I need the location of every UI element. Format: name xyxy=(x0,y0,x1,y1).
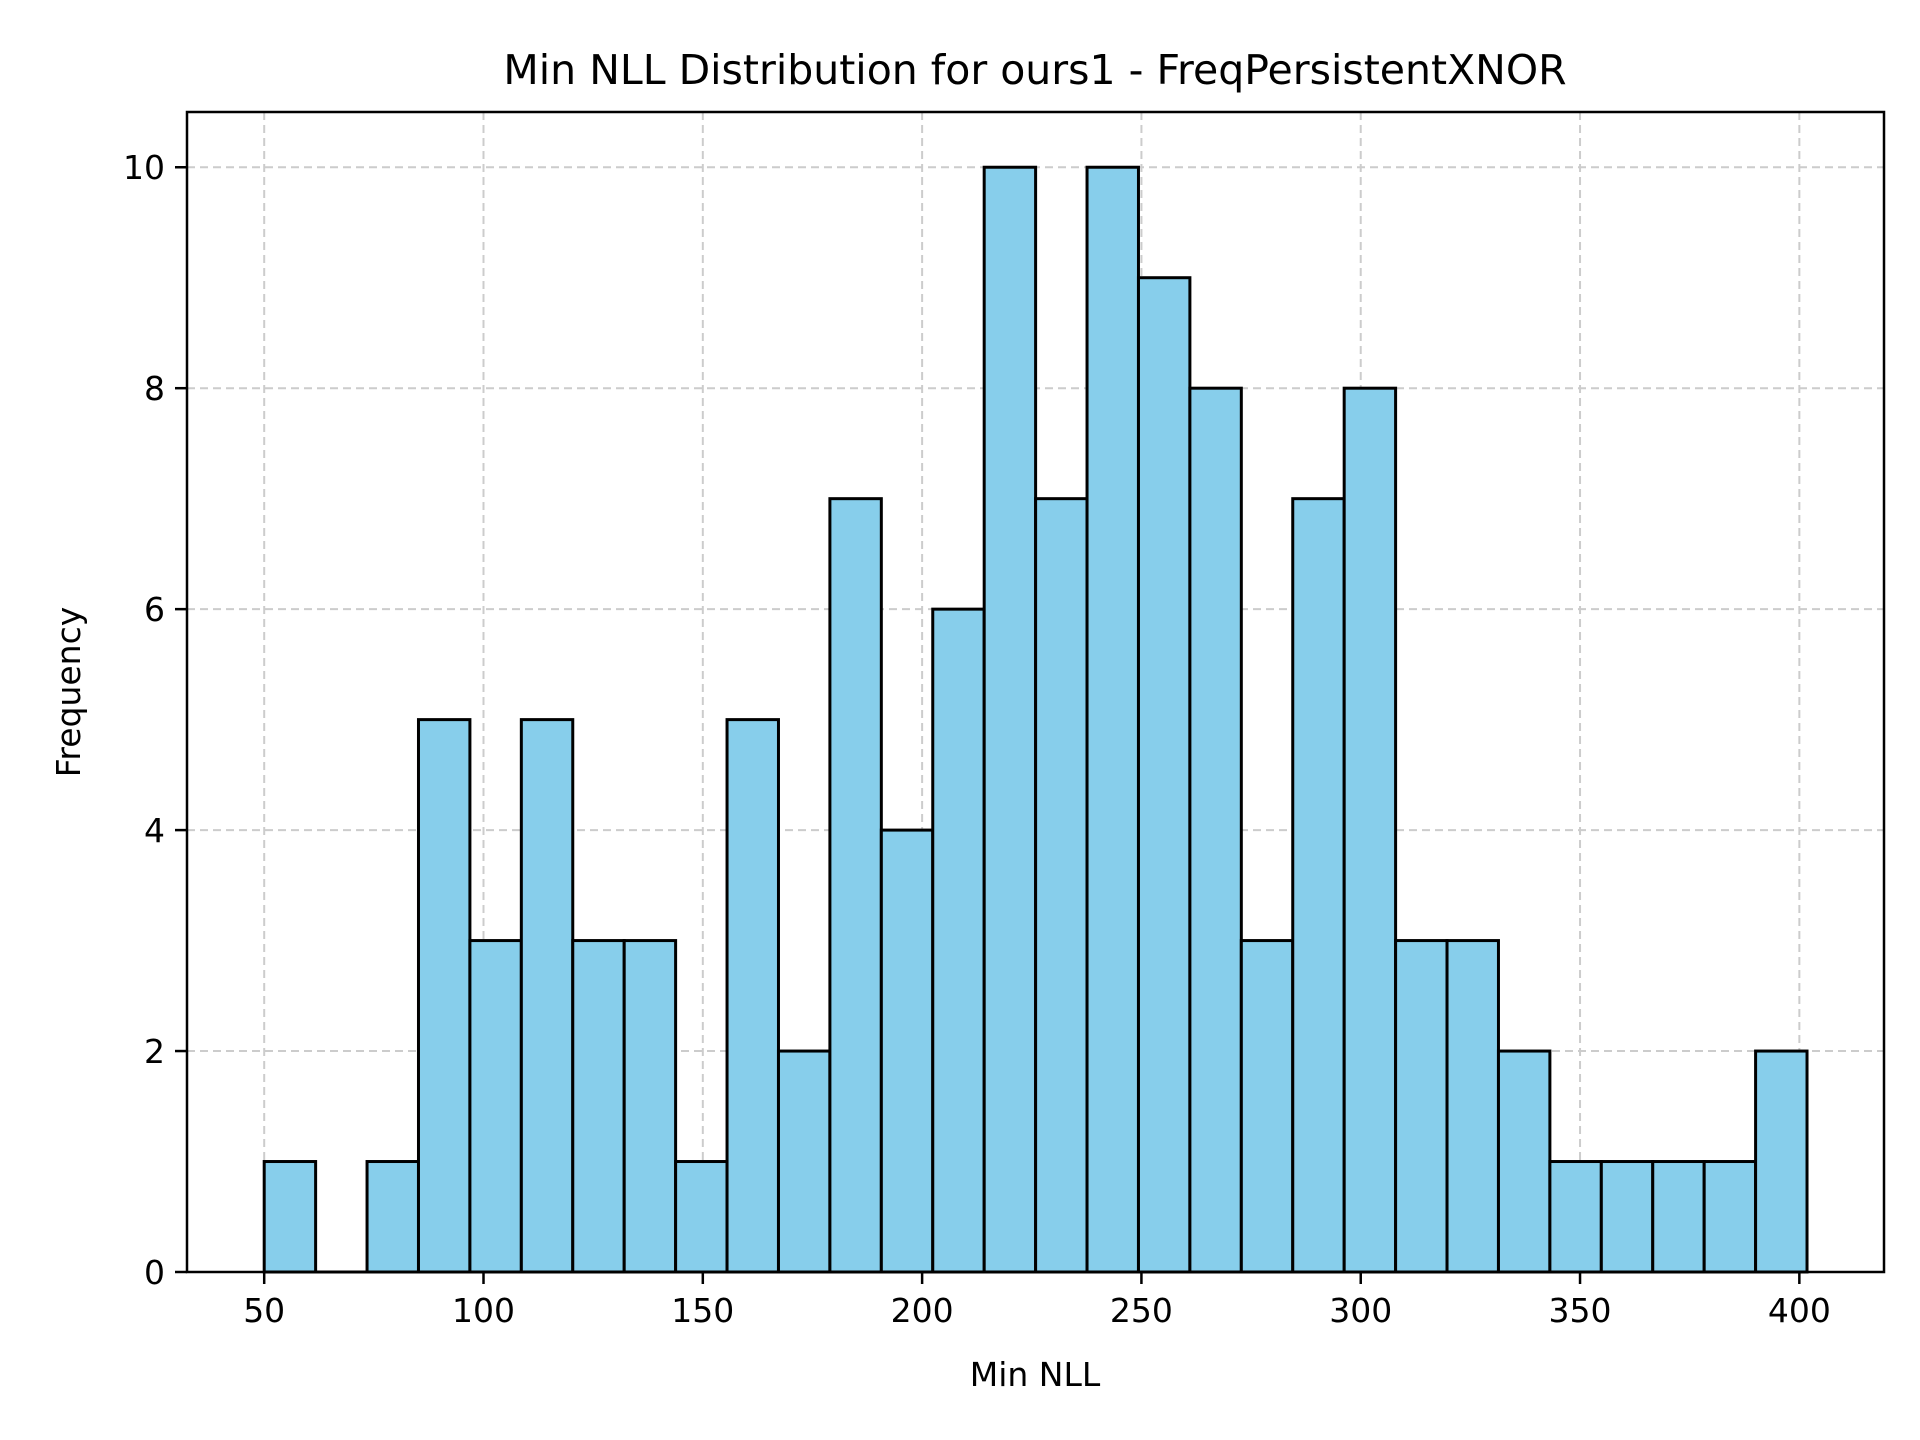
histogram-bar xyxy=(1651,1160,1706,1274)
histogram-bar xyxy=(1342,386,1398,1274)
x-tick-label: 150 xyxy=(671,1291,734,1330)
histogram-bar xyxy=(622,939,678,1274)
histogram-bar xyxy=(982,165,1038,1274)
histogram-bar xyxy=(365,1160,420,1274)
histogram-bar xyxy=(1239,939,1295,1274)
histogram-bar xyxy=(828,497,883,1274)
histogram-bar xyxy=(725,718,780,1274)
x-tick-label: 400 xyxy=(1768,1291,1831,1330)
histogram-bar xyxy=(571,939,626,1274)
x-axis: 50 100 150 200 250 300 350 400 xyxy=(243,1272,1831,1330)
histogram-bar xyxy=(519,718,575,1274)
histogram-bar xyxy=(1548,1160,1603,1274)
y-axis: 0 2 4 6 8 10 xyxy=(123,148,187,1292)
y-tick-label: 0 xyxy=(144,1253,165,1292)
y-tick-label: 4 xyxy=(144,811,165,850)
histogram-bar xyxy=(1702,1160,1758,1274)
y-tick-label: 8 xyxy=(144,369,165,408)
histogram-bar xyxy=(879,828,935,1274)
histogram-bar xyxy=(1188,386,1243,1274)
histogram-bar xyxy=(1136,276,1192,1274)
histogram-bar xyxy=(468,939,523,1274)
x-tick-label: 50 xyxy=(243,1291,285,1330)
y-tick-label: 6 xyxy=(144,590,165,629)
histogram-bar xyxy=(1085,165,1140,1274)
histogram-bar xyxy=(776,1049,832,1274)
histogram-bar xyxy=(1394,939,1449,1274)
plot-frame xyxy=(185,110,1886,1274)
histogram-bar xyxy=(416,718,472,1274)
x-tick-label: 100 xyxy=(452,1291,515,1330)
histogram-bar xyxy=(1291,497,1346,1274)
x-axis-label: Min NLL xyxy=(970,1355,1101,1394)
histogram-bar xyxy=(1496,1049,1552,1274)
x-tick-label: 300 xyxy=(1329,1291,1392,1330)
histogram-bar xyxy=(931,607,986,1274)
histogram-bar xyxy=(262,1160,318,1274)
histogram-bar xyxy=(1754,1049,1809,1274)
y-tick-label: 10 xyxy=(123,148,165,187)
histogram-bar xyxy=(674,1160,729,1274)
y-tick-label: 2 xyxy=(144,1032,165,1071)
histogram-bar xyxy=(1599,1160,1655,1274)
y-axis-label: Frequency xyxy=(49,607,88,777)
histogram-bar xyxy=(1034,497,1089,1274)
chart-title: Min NLL Distribution for ours1 - FreqPer… xyxy=(503,46,1566,94)
x-tick-label: 350 xyxy=(1549,1291,1612,1330)
bars xyxy=(262,165,1809,1274)
x-tick-label: 200 xyxy=(891,1291,954,1330)
histogram-bar xyxy=(1445,939,1500,1274)
x-tick-label: 250 xyxy=(1110,1291,1173,1330)
